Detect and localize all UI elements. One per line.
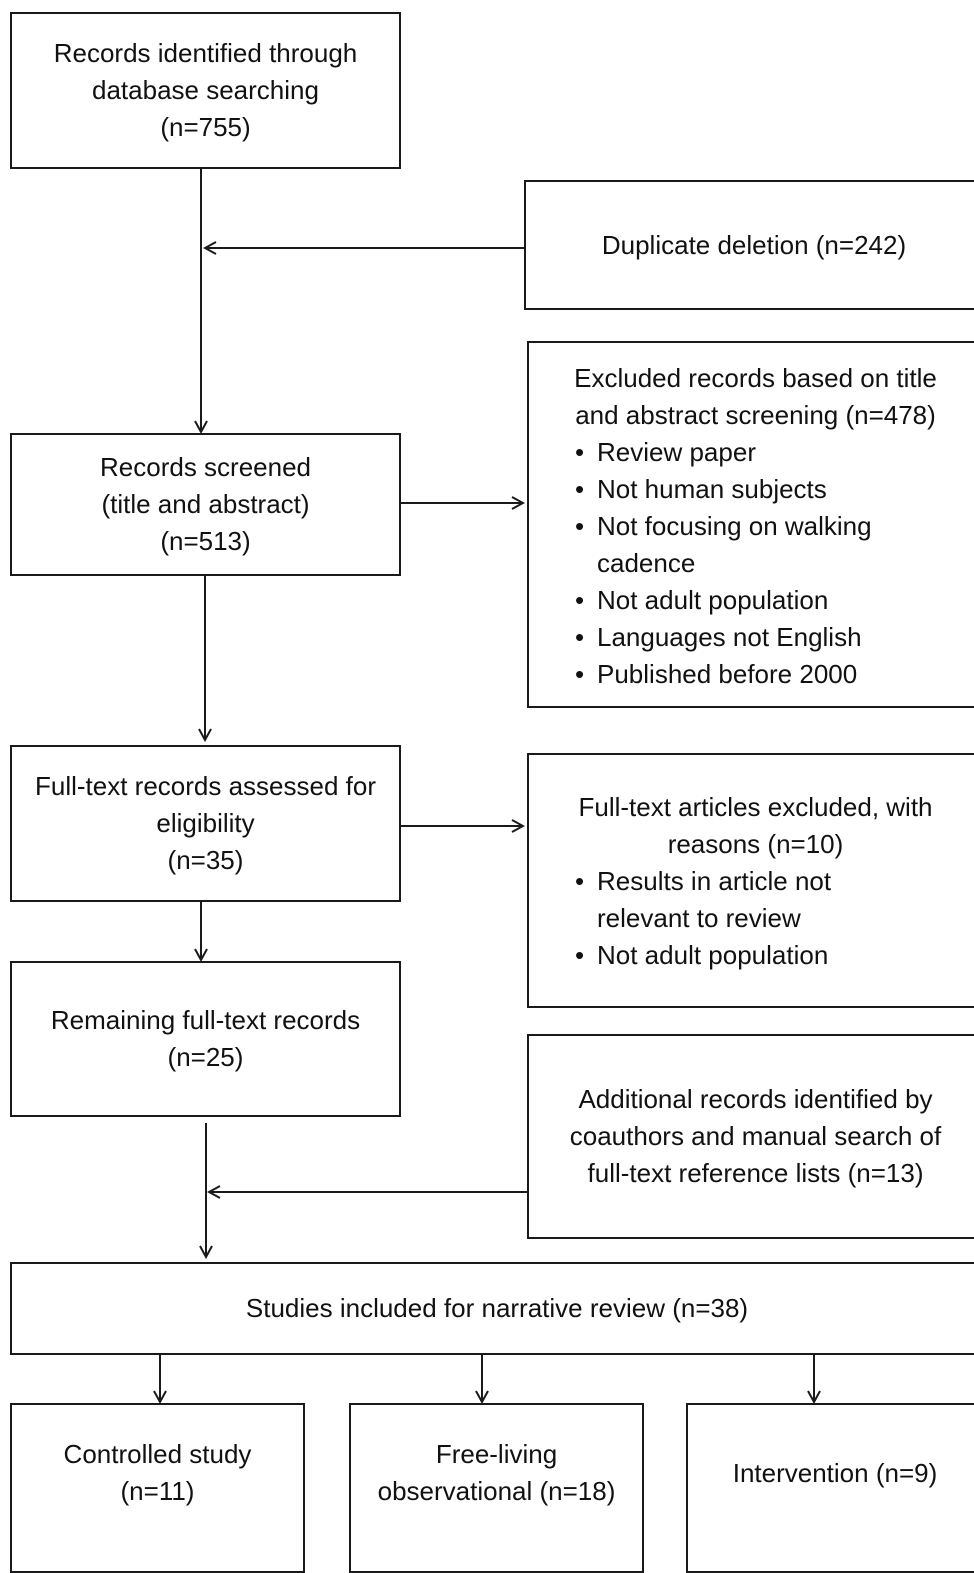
fulltext-line1: Full-text records assessed for xyxy=(34,771,376,801)
freeliving-line2: observational (n=18) xyxy=(377,1476,616,1506)
additional-line3: full-text reference lists (n=13) xyxy=(587,1158,924,1188)
fulltext-excluded-reasons: Results in article not relevant to revie… xyxy=(529,863,974,974)
list-item: Not focusing on walking cadence xyxy=(529,508,877,582)
controlled-line2: (n=11) xyxy=(120,1476,195,1506)
identification-box: Records identified through database sear… xyxy=(10,12,401,169)
fulltext-box: Full-text records assessed for eligibili… xyxy=(10,745,401,902)
duplicates-label: Duplicate deletion (n=242) xyxy=(601,229,907,260)
excluded-title-box: Excluded records based on title and abst… xyxy=(527,341,974,708)
remaining-box: Remaining full-text records (n=25) xyxy=(10,961,401,1117)
controlled-line1: Controlled study xyxy=(63,1439,252,1469)
intervention-box: Intervention (n=9) xyxy=(686,1403,974,1573)
remaining-line1: Remaining full-text records xyxy=(50,1005,361,1035)
included-label: Studies included for narrative review (n… xyxy=(245,1293,749,1323)
screened-count: (n=513) xyxy=(160,526,251,556)
identification-count: (n=755) xyxy=(160,112,251,142)
fulltext-line2: eligibility xyxy=(156,808,255,838)
intervention-label: Intervention (n=9) xyxy=(732,1457,938,1488)
screened-line2: (title and abstract) xyxy=(101,489,310,519)
controlled-box: Controlled study (n=11) xyxy=(10,1403,305,1573)
identification-line1: Records identified through xyxy=(53,38,358,68)
list-item: Not adult population xyxy=(529,937,974,974)
screened-box: Records screened (title and abstract) (n… xyxy=(10,433,401,576)
list-item: Review paper xyxy=(529,434,974,471)
fulltext-excluded-box: Full-text articles excluded, with reason… xyxy=(527,753,974,1008)
fulltext-excluded-line1: Full-text articles excluded, with xyxy=(578,792,933,822)
duplicates-box: Duplicate deletion (n=242) xyxy=(524,180,974,310)
list-item: Results in article not relevant to revie… xyxy=(529,863,907,937)
excluded-title-line2: and abstract screening (n=478) xyxy=(575,400,936,430)
identification-line2: database searching xyxy=(92,75,319,105)
remaining-count: (n=25) xyxy=(167,1042,244,1072)
included-box: Studies included for narrative review (n… xyxy=(10,1262,974,1355)
fulltext-excluded-line2: reasons (n=10) xyxy=(667,829,844,859)
additional-box: Additional records identified by coautho… xyxy=(527,1034,974,1239)
excluded-title-reasons: Review paper Not human subjects Not focu… xyxy=(529,434,974,693)
freeliving-box: Free-living observational (n=18) xyxy=(349,1403,644,1573)
screened-line1: Records screened xyxy=(100,452,311,482)
list-item: Not human subjects xyxy=(529,471,974,508)
list-item: Languages not English xyxy=(529,619,974,656)
fulltext-count: (n=35) xyxy=(167,845,244,875)
list-item: Published before 2000 xyxy=(529,656,974,693)
list-item: Not adult population xyxy=(529,582,974,619)
additional-line1: Additional records identified by xyxy=(578,1084,933,1114)
additional-line2: coauthors and manual search of xyxy=(569,1121,942,1151)
excluded-title-line1: Excluded records based on title xyxy=(574,363,937,393)
freeliving-line1: Free-living xyxy=(435,1439,558,1469)
